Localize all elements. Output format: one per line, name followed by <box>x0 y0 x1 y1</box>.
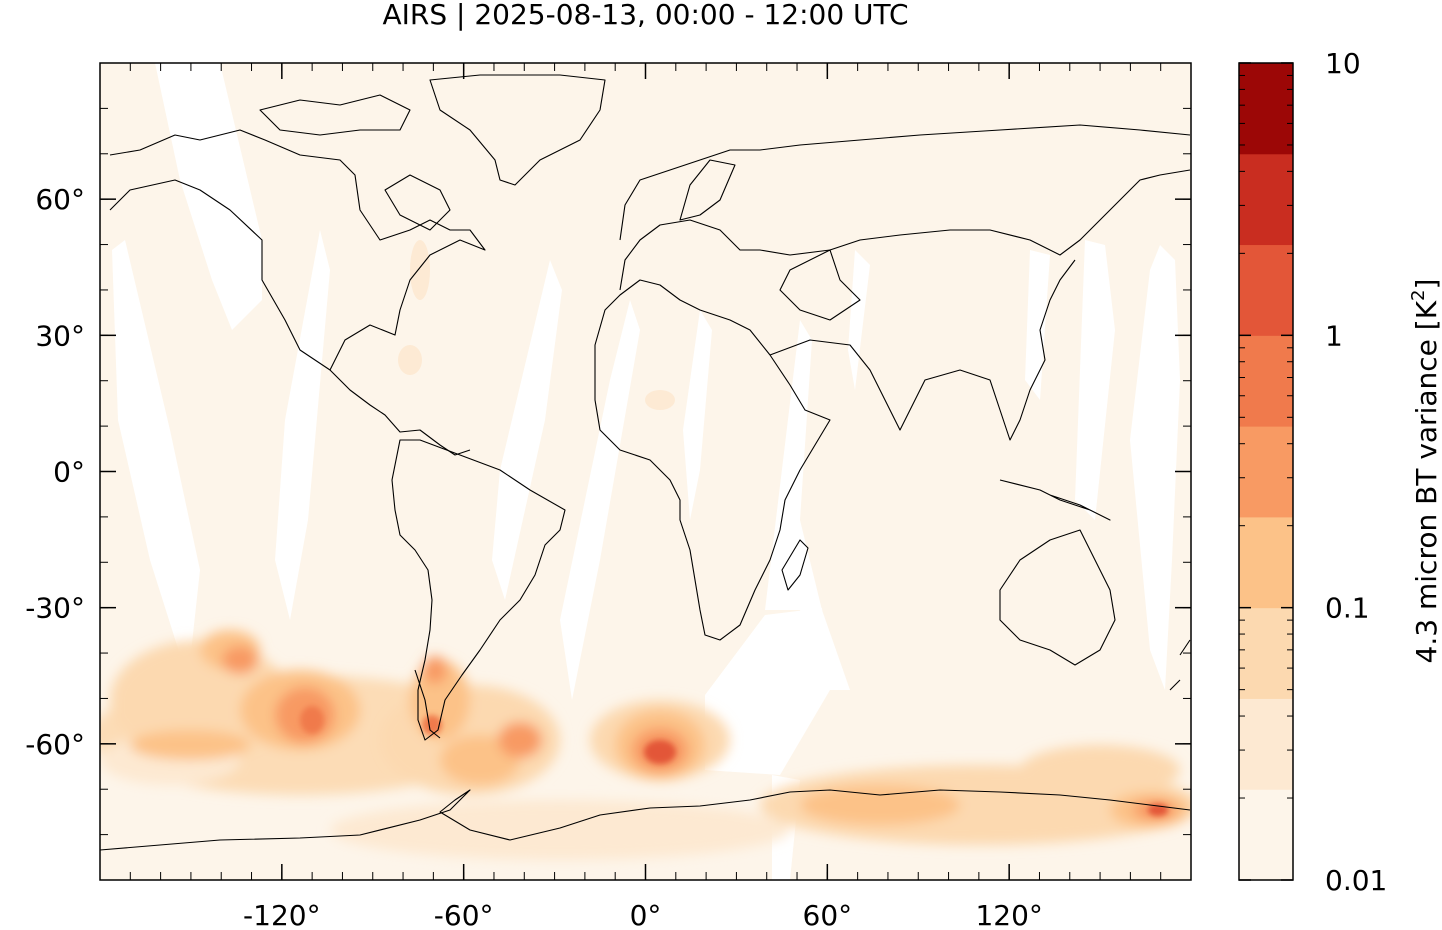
colorbar-bands <box>1239 63 1293 881</box>
colorbar-frame <box>1238 62 1294 881</box>
lon-tick-label: 0° <box>630 899 662 930</box>
colorbar-tick-label: 0.01 <box>1325 864 1387 897</box>
colorbar-band <box>1239 426 1293 518</box>
colorbar-title: 4.3 micron BT variance [K2] <box>1408 279 1442 664</box>
latitude-tick-labels: 60° 30° 0° -30° -60° <box>25 183 85 761</box>
colorbar-title-superscript: 2 <box>1408 289 1429 300</box>
lat-tick-label: 0° <box>53 456 85 489</box>
lon-tick-label: -60° <box>434 899 494 930</box>
colorbar-band <box>1239 335 1293 427</box>
colorbar-band <box>1239 698 1293 790</box>
colorbar-band <box>1239 244 1293 336</box>
colorbar-band <box>1239 607 1293 699</box>
colorbar-tick-label: 10 <box>1325 47 1361 80</box>
variance-field <box>100 630 1191 860</box>
colorbar-title-main: 4.3 micron BT variance [K <box>1410 300 1442 663</box>
map-title: AIRS | 2025-08-13, 00:00 - 12:00 UTC <box>382 0 909 31</box>
lat-tick-label: -60° <box>25 728 85 761</box>
colorbar-band <box>1239 516 1293 609</box>
lon-tick-label: -120° <box>243 899 321 930</box>
lat-tick-label: 60° <box>35 183 85 216</box>
colorbar-tick-label: 0.1 <box>1325 592 1370 625</box>
colorbar-title-end: ] <box>1410 279 1442 290</box>
lat-tick-label: 30° <box>35 319 85 352</box>
variance-peaks <box>300 706 1168 816</box>
major-ticks <box>100 63 1191 880</box>
colorbar-band <box>1239 153 1293 246</box>
minor-features <box>398 240 675 410</box>
colorbar-ticks <box>1239 62 1293 881</box>
colorbar: 10 1 0.1 0.01 4.3 micron BT variance [K2] <box>1238 47 1442 897</box>
lat-tick-label: -30° <box>25 592 85 625</box>
lon-tick-label: 120° <box>975 899 1042 930</box>
colorbar-tick-label: 1 <box>1325 319 1343 352</box>
lon-tick-label: 60° <box>803 899 853 930</box>
orbit-gaps <box>112 63 1180 880</box>
colorbar-band <box>1239 63 1293 155</box>
colorbar-band <box>1239 789 1293 881</box>
longitude-tick-labels: -120° -60° 0° 60° 120° <box>243 899 1043 930</box>
colorbar-tick-labels: 10 1 0.1 0.01 <box>1325 47 1387 897</box>
coastlines <box>100 74 1191 851</box>
